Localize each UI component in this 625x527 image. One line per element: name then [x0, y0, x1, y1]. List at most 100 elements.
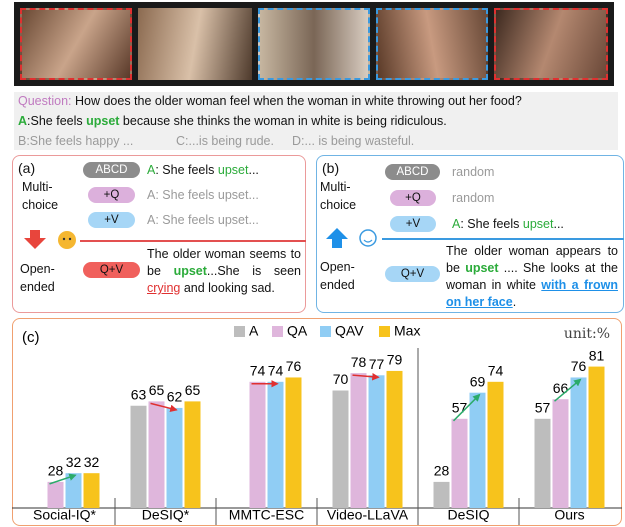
bar: [535, 419, 551, 508]
panel-label: (b): [322, 160, 339, 176]
sad-face: [58, 231, 76, 249]
bar: [149, 401, 165, 508]
value-label: 74: [268, 363, 284, 379]
value-label: 65: [149, 382, 165, 398]
bar: [369, 375, 385, 508]
up-arrow: [326, 228, 348, 248]
x-tick-label: Video-LLaVA: [327, 507, 409, 523]
value-label: 62: [167, 389, 183, 405]
question-text: How does the older woman feel when the w…: [72, 94, 522, 108]
bar: [286, 377, 302, 508]
bar: [488, 382, 504, 508]
legend-swatch: [234, 326, 245, 337]
bar: [351, 373, 367, 508]
response-text: ...: [553, 217, 563, 231]
response: A: She feels upset...: [147, 188, 259, 202]
legend-swatch: [272, 326, 283, 337]
bar: [250, 382, 266, 508]
answer-text: because she thinks the woman in white is…: [119, 114, 446, 128]
response-key: crying: [147, 281, 180, 295]
multi-choice-label: choice: [22, 198, 58, 212]
value-label: 78: [351, 354, 367, 370]
pill: +Q: [88, 187, 135, 203]
response: A: She feels upset...: [147, 213, 259, 227]
multi-choice-label: Multi-: [22, 180, 53, 194]
multi-choice-label: choice: [320, 198, 356, 212]
response-text: and looking sad.: [180, 281, 275, 295]
video-frame: [138, 8, 252, 80]
bar: [268, 382, 284, 508]
bar: [48, 482, 64, 508]
question-label: Question:: [18, 94, 72, 108]
pill: ABCD: [83, 162, 140, 178]
distractor: B:She feels happy ...: [18, 134, 133, 148]
response: A: She feels upset...: [147, 163, 259, 177]
bar: [131, 406, 147, 508]
pill: Q+V: [83, 262, 140, 278]
bar: [553, 399, 569, 508]
video-frame: [494, 8, 608, 80]
bar: [470, 393, 486, 508]
separator: [382, 238, 624, 240]
response-text: : She feels: [155, 163, 218, 177]
value-label: 57: [535, 400, 551, 416]
value-label: 79: [387, 352, 403, 368]
legend-swatch: [320, 326, 331, 337]
eye: [63, 238, 65, 240]
icons: [24, 228, 84, 252]
value-label: 70: [333, 371, 349, 387]
separator: [80, 240, 306, 242]
response-text: .: [513, 295, 516, 309]
value-label: 69: [470, 373, 486, 389]
question: Question: How does the older woman feel …: [18, 94, 522, 108]
response: random: [452, 165, 494, 179]
down-arrow: [24, 230, 46, 249]
bar: [434, 482, 450, 508]
bar: [571, 377, 587, 508]
legend-label: QAV: [335, 323, 364, 339]
legend-label: A: [249, 323, 259, 339]
legend-label: Max: [394, 323, 420, 339]
response-text: ...: [248, 163, 258, 177]
bar: [84, 473, 100, 508]
pill: Q+V: [385, 266, 440, 282]
answer-letter: A: [18, 114, 27, 128]
bar: [589, 367, 605, 508]
open-response: The older woman seems to be upset...She …: [147, 246, 301, 297]
pill: ABCD: [385, 164, 440, 180]
value-label: 81: [589, 347, 605, 363]
video-frame: [258, 8, 370, 80]
value-label: 66: [553, 380, 569, 396]
open-ended-label: ended: [320, 278, 355, 292]
x-tick-label: DeSIQ*: [142, 507, 190, 523]
bar: [333, 391, 349, 508]
x-tick-label: DeSIQ: [447, 507, 489, 523]
smile: [364, 240, 372, 242]
smile-face: [360, 230, 376, 246]
x-tick-label: Ours: [554, 507, 584, 523]
value-label: 32: [66, 454, 82, 470]
response: random: [452, 191, 494, 205]
value-label: 76: [286, 358, 302, 374]
pill: +V: [390, 216, 436, 232]
value-label: 32: [84, 454, 100, 470]
video-frame: [20, 8, 132, 80]
pill: +Q: [390, 190, 436, 206]
panel-label: (c): [22, 329, 40, 346]
icons: [326, 226, 386, 250]
x-tick-label: MMTC-ESC: [229, 507, 304, 523]
value-label: 28: [434, 463, 450, 479]
value-label: 57: [452, 400, 468, 416]
bar: [167, 408, 183, 508]
value-label: 74: [488, 363, 504, 379]
value-label: 77: [369, 356, 385, 372]
answer-key: upset: [86, 114, 119, 128]
open-response: The older woman appears to be upset ....…: [446, 243, 618, 311]
answer: A:She feels upset because she thinks the…: [18, 114, 447, 128]
response-text: ...She is seen: [207, 264, 301, 278]
value-label: 63: [131, 386, 147, 402]
legend-swatch: [379, 326, 390, 337]
response-key: upset: [465, 261, 498, 275]
open-ended-label: Open-: [20, 262, 55, 276]
value-label: 76: [571, 358, 587, 374]
